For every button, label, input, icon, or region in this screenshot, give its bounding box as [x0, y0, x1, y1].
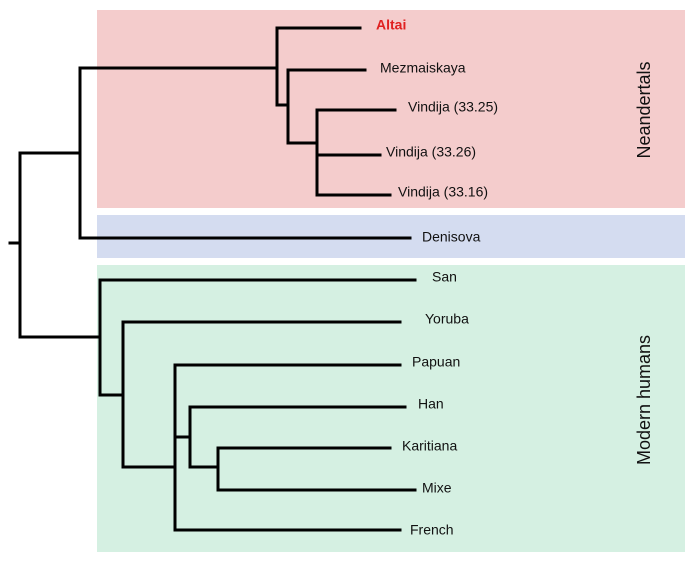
group-label: Modern humans	[634, 335, 654, 465]
leaf-label: Vindija (33.26)	[386, 144, 476, 160]
leaf-label: Han	[418, 396, 444, 412]
leaf-label: Mezmaiskaya	[380, 60, 466, 76]
leaf-label: Altai	[376, 17, 406, 33]
leaf-label: Denisova	[422, 229, 481, 245]
leaf-label: San	[432, 269, 457, 285]
leaf-label: French	[410, 522, 454, 538]
leaf-label: Papuan	[412, 354, 460, 370]
branch	[8, 26, 412, 339]
leaf-label: Mixe	[422, 480, 452, 496]
leaf-label: Vindija (33.16)	[398, 184, 488, 200]
leaf-label: Karitiana	[402, 438, 457, 454]
leaf-label: Yoruba	[425, 311, 469, 327]
branch	[18, 278, 417, 532]
group-label: Neandertals	[634, 61, 654, 158]
leaf-label: Vindija (33.25)	[408, 99, 498, 115]
branches	[8, 26, 417, 532]
